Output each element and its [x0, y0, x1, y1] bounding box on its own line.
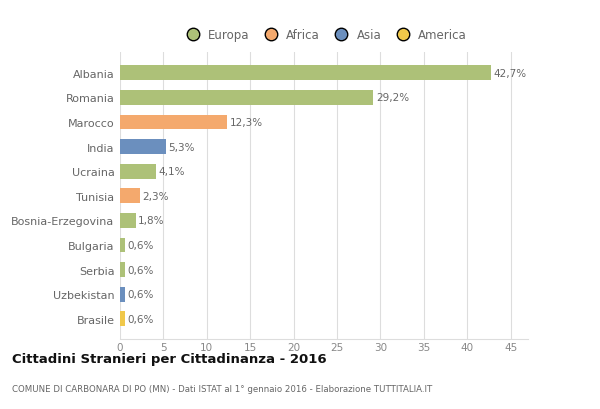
Bar: [120, 189, 140, 204]
Text: 4,1%: 4,1%: [158, 167, 185, 177]
Text: 29,2%: 29,2%: [376, 93, 409, 103]
Text: 0,6%: 0,6%: [128, 290, 154, 299]
Bar: [120, 91, 373, 106]
Text: 2,3%: 2,3%: [143, 191, 169, 201]
Bar: [120, 213, 136, 228]
Text: 42,7%: 42,7%: [493, 69, 526, 79]
Bar: [120, 263, 125, 277]
Legend: Europa, Africa, Asia, America: Europa, Africa, Asia, America: [181, 29, 467, 42]
Text: 5,3%: 5,3%: [169, 142, 195, 152]
Text: 0,6%: 0,6%: [128, 314, 154, 324]
Text: 12,3%: 12,3%: [229, 118, 263, 128]
Bar: [120, 115, 227, 130]
Text: COMUNE DI CARBONARA DI PO (MN) - Dati ISTAT al 1° gennaio 2016 - Elaborazione TU: COMUNE DI CARBONARA DI PO (MN) - Dati IS…: [12, 384, 432, 393]
Bar: [120, 312, 125, 326]
Text: 1,8%: 1,8%: [138, 216, 165, 226]
Text: 0,6%: 0,6%: [128, 265, 154, 275]
Bar: [120, 287, 125, 302]
Bar: [120, 140, 166, 155]
Bar: [120, 238, 125, 253]
Text: Cittadini Stranieri per Cittadinanza - 2016: Cittadini Stranieri per Cittadinanza - 2…: [12, 352, 326, 365]
Text: 0,6%: 0,6%: [128, 240, 154, 250]
Bar: [120, 164, 155, 179]
Bar: [120, 66, 491, 81]
